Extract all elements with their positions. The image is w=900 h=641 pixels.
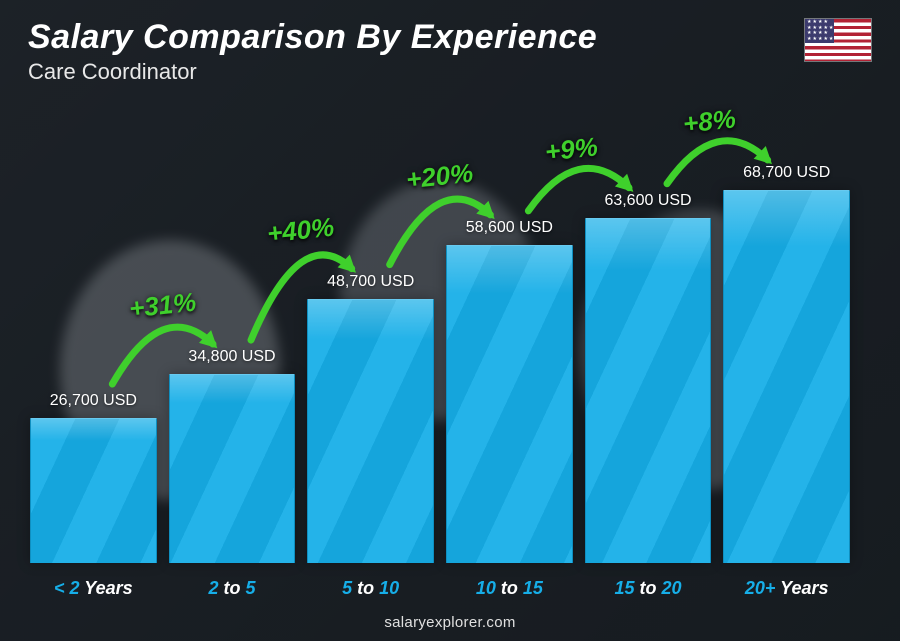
xlabel-accent: 5 (246, 578, 256, 598)
x-axis-label: 2 to 5 (169, 578, 296, 599)
xlabel-accent: 10 (476, 578, 496, 598)
header: Salary Comparison By Experience Care Coo… (28, 18, 872, 85)
x-axis-label: 20+ Years (723, 578, 850, 599)
xlabel-text: to (219, 578, 246, 598)
xlabel-accent: 10 (379, 578, 399, 598)
xlabel-text: Years (775, 578, 828, 598)
xlabel-accent: < 2 (54, 578, 80, 598)
chart-container: Salary Comparison By Experience Care Coo… (0, 0, 900, 641)
xlabel-accent: 2 (208, 578, 218, 598)
bar-chart: 26,700 USD34,800 USD48,700 USD58,600 USD… (30, 130, 850, 563)
flag-icon (804, 18, 872, 62)
x-axis-label: < 2 Years (30, 578, 157, 599)
xlabel-accent: 15 (614, 578, 634, 598)
x-axis-label: 5 to 10 (307, 578, 434, 599)
xlabel-text: Years (80, 578, 133, 598)
delta-pct-label: +8% (682, 103, 738, 139)
xlabel-text: to (635, 578, 662, 598)
xlabel-accent: 20+ (745, 578, 776, 598)
xlabel-accent: 20 (662, 578, 682, 598)
xlabel-accent: 5 (342, 578, 352, 598)
x-axis-label: 15 to 20 (585, 578, 712, 599)
delta-arrow (30, 130, 850, 563)
chart-title: Salary Comparison By Experience (28, 18, 872, 57)
x-axis-label: 10 to 15 (446, 578, 573, 599)
xlabel-accent: 15 (523, 578, 543, 598)
chart-subtitle: Care Coordinator (28, 59, 872, 85)
xlabel-text: to (496, 578, 523, 598)
footer-credit: salaryexplorer.com (0, 614, 900, 631)
xlabel-text: to (352, 578, 379, 598)
x-axis-labels: < 2 Years2 to 55 to 1010 to 1515 to 2020… (30, 578, 850, 599)
